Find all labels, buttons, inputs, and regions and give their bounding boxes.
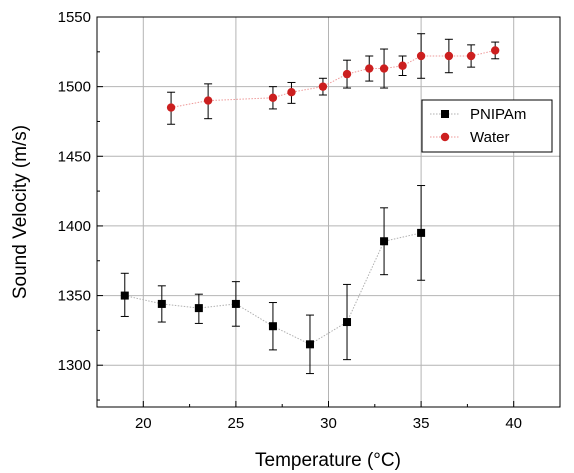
data-point-water [444,51,454,61]
data-markers [120,46,500,349]
data-point-water [318,82,328,91]
y-tick-label: 1550 [58,9,91,26]
data-point-pnipam [380,237,389,246]
x-tick-label: 25 [228,415,245,432]
y-tick-label: 1450 [58,148,91,165]
axis-ticks [96,16,561,407]
data-point-water [342,69,352,79]
legend-label-pnipam: PNIPAm [470,106,526,123]
data-point-water [166,103,176,112]
x-axis-title: Temperature (°C) [255,450,401,471]
y-tick-labels: 1300 1350 1400 1450 1500 1550 [58,9,91,374]
legend: PNIPAm Water [421,99,553,153]
x-tick-labels: 20 25 30 35 40 [135,415,522,432]
x-tick-label: 30 [320,415,337,432]
data-point-pnipam [231,299,240,308]
x-tick-label: 20 [135,415,152,432]
data-point-pnipam [120,291,129,300]
data-point-water [416,51,426,61]
data-point-water [268,93,278,102]
data-point-pnipam [343,318,352,327]
data-point-water [203,96,213,105]
y-tick-label: 1350 [58,288,91,305]
x-tick-label: 35 [413,415,430,432]
data-point-pnipam [268,322,277,331]
data-point-pnipam [157,299,166,308]
x-tick-label: 40 [505,415,522,432]
data-point-water [365,64,374,73]
legend-box [421,99,553,153]
data-point-water [490,46,500,55]
y-tick-label: 1400 [58,218,91,235]
y-tick-label: 1500 [58,79,91,96]
legend-label-water: Water [470,129,509,146]
data-point-water [379,64,389,73]
error-bars [120,33,500,375]
legend-marker-water [440,132,450,142]
legend-marker-pnipam [441,110,449,118]
data-point-water [287,88,296,97]
data-point-pnipam [305,340,314,349]
data-point-water [466,51,476,61]
data-point-water [398,61,407,70]
data-point-pnipam [194,304,203,313]
y-axis-title: Sound Velocity (m/s) [10,125,31,299]
grid-lines [97,17,560,407]
data-point-pnipam [417,228,426,237]
y-tick-label: 1300 [58,357,91,374]
